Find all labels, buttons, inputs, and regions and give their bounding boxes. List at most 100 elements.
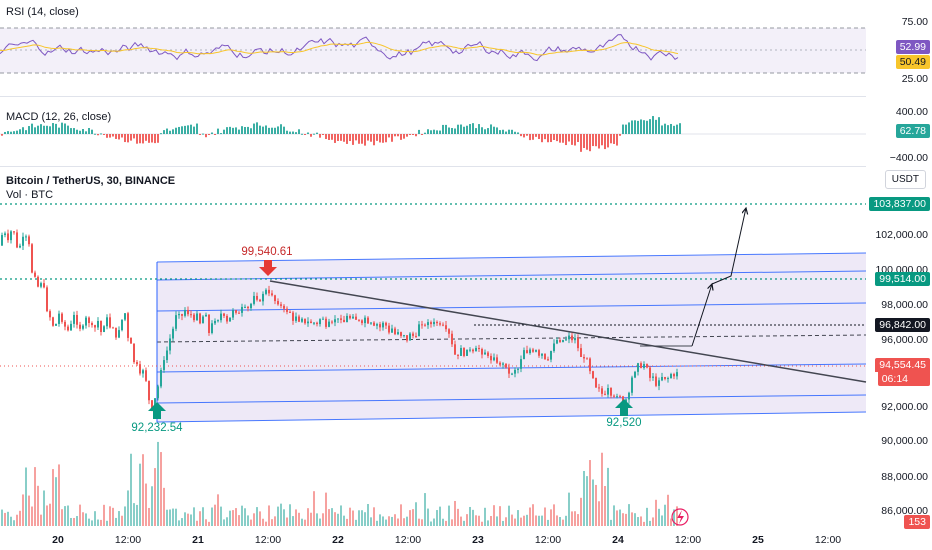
candles <box>1 229 678 414</box>
volume-bar <box>40 514 42 526</box>
candle-body <box>292 312 294 321</box>
volume-bar <box>340 505 342 526</box>
rsi-title[interactable]: RSI (14, close) <box>6 6 79 18</box>
volume-bar <box>55 477 57 526</box>
macd-bar <box>553 134 555 140</box>
volume-bar <box>562 519 564 526</box>
macd-bar <box>547 134 549 143</box>
candle-body <box>619 396 621 398</box>
candle-body <box>322 318 324 320</box>
candle-body <box>103 326 105 332</box>
separator-rsi[interactable] <box>0 96 866 97</box>
volume-bar <box>253 513 255 526</box>
macd-bar <box>262 126 264 134</box>
volume-bar <box>199 511 201 526</box>
volume-bars <box>1 441 678 526</box>
separator-macd[interactable] <box>0 166 866 167</box>
volume-bar <box>145 483 147 526</box>
macd-bar <box>640 119 642 134</box>
volume-bar <box>334 512 336 526</box>
candle-body <box>31 244 33 273</box>
candle-body <box>295 316 297 321</box>
candle-body <box>394 328 396 335</box>
candle-body <box>487 352 489 356</box>
volume-bar <box>661 515 663 526</box>
candle-body <box>670 374 672 379</box>
candle-body <box>373 322 375 326</box>
volume-bar <box>520 517 522 526</box>
macd-bar <box>199 134 201 135</box>
volume-bar <box>469 506 471 526</box>
candle-body <box>262 293 264 302</box>
volume-bar <box>364 512 366 526</box>
currency-button[interactable]: USDT <box>884 170 926 189</box>
candle-body <box>253 295 255 304</box>
candle-body <box>283 305 285 309</box>
macd-bar <box>331 134 333 140</box>
macd-bar <box>646 120 648 134</box>
candle-body <box>199 313 201 324</box>
macd-bar <box>328 134 330 140</box>
macd-bar <box>499 130 501 134</box>
volume-bar <box>454 500 456 526</box>
candle-body <box>142 370 144 374</box>
candle-body <box>466 349 468 356</box>
macd-bar <box>43 125 45 134</box>
macd-bar <box>271 127 273 134</box>
volume-bar <box>337 513 339 526</box>
macd-bar <box>22 127 24 134</box>
candle-body <box>46 287 48 312</box>
macd-bar <box>355 134 357 141</box>
macd-bar <box>442 124 444 134</box>
candle-body <box>406 335 408 341</box>
candle-body <box>439 323 441 325</box>
volume-bar <box>388 516 390 526</box>
macd-bar <box>304 134 306 135</box>
volume-bar <box>271 519 273 526</box>
macd-bar <box>379 134 381 143</box>
volume-bar <box>487 520 489 526</box>
candle-body <box>412 333 414 336</box>
macd-bar <box>604 134 606 150</box>
volume-title[interactable]: Vol · BTC <box>6 189 54 201</box>
volume-bar <box>142 454 144 526</box>
volume-bar <box>82 512 84 526</box>
volume-bar <box>244 508 246 526</box>
candle-body <box>133 343 135 363</box>
volume-bar <box>451 519 453 526</box>
volume-bar <box>151 486 153 526</box>
candle-body <box>13 231 15 233</box>
candle-body <box>97 320 99 328</box>
macd-title[interactable]: MACD (12, 26, close) <box>6 111 112 123</box>
volume-bar <box>49 503 51 526</box>
volume-bar <box>292 516 294 526</box>
volume-bar <box>310 512 312 526</box>
volume-bar <box>289 504 291 526</box>
macd-bar <box>676 124 678 134</box>
x-label-1200-f: 12:00 <box>814 534 842 546</box>
candle-body <box>376 324 378 326</box>
symbol-title[interactable]: Bitcoin / TetherUS, 30, BINANCE <box>6 175 176 187</box>
candle-body <box>73 314 75 324</box>
volume-bar <box>88 518 90 526</box>
volume-bar <box>232 510 234 526</box>
candle-body <box>349 315 351 319</box>
macd-bar <box>280 124 282 134</box>
macd-bar <box>196 123 198 134</box>
volume-bar <box>397 518 399 526</box>
candle-body <box>286 308 288 312</box>
candle-body <box>88 317 90 324</box>
x-label-21: 21 <box>192 534 204 546</box>
macd-bar <box>454 128 456 134</box>
macd-bar <box>109 134 111 138</box>
macd-bar <box>310 134 312 137</box>
volume-bar <box>307 508 309 526</box>
macd-bar <box>673 125 675 134</box>
volume-bar <box>166 509 168 526</box>
candle-body <box>178 314 180 316</box>
volume-bar <box>295 509 297 526</box>
candle-body <box>112 327 114 329</box>
lightning-icon[interactable] <box>671 508 689 526</box>
candle-body <box>34 272 36 277</box>
